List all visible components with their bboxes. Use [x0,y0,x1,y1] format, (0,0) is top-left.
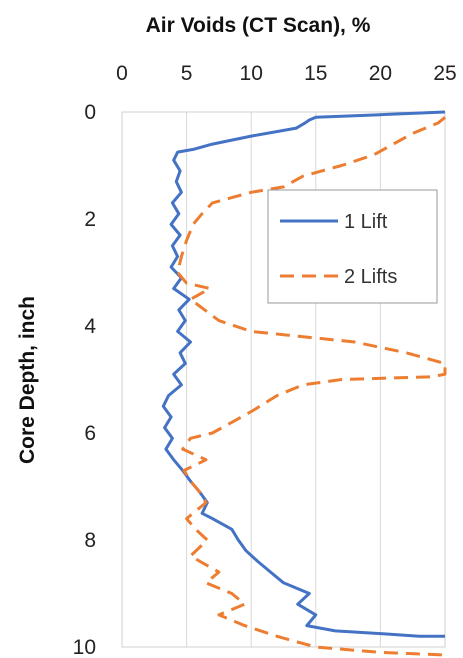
y-tick-labels: 0 2 4 6 8 10 [73,101,97,658]
series-line-2-lifts [176,116,447,657]
x-tick-label-15: 15 [304,62,327,85]
y-tick-label-2: 2 [84,208,96,231]
x-tick-labels: 0 5 10 15 20 25 [116,62,457,85]
series-group [161,110,447,657]
legend-label-1-lift: 1 Lift [344,211,388,233]
x-tick-label-5: 5 [181,62,193,85]
legend: 1 Lift 2 Lifts [267,189,438,304]
y-tick-label-8: 8 [84,529,96,552]
y-tick-label-6: 6 [84,422,96,445]
legend-box [267,189,438,304]
x-tick-label-10: 10 [240,62,263,85]
chart-title: Air Voids (CT Scan), % [146,14,371,37]
series-line-1-lift [161,110,446,638]
y-axis-label: Core Depth, inch [16,296,39,464]
x-tick-label-25: 25 [433,62,456,85]
plot-frame [121,111,446,648]
legend-label-2-lifts: 2 Lifts [344,266,397,288]
x-tick-label-20: 20 [369,62,392,85]
y-tick-label-4: 4 [84,315,96,338]
x-tick-label-0: 0 [116,62,128,85]
y-tick-label-10: 10 [73,636,96,658]
y-tick-label-0: 0 [84,101,96,124]
